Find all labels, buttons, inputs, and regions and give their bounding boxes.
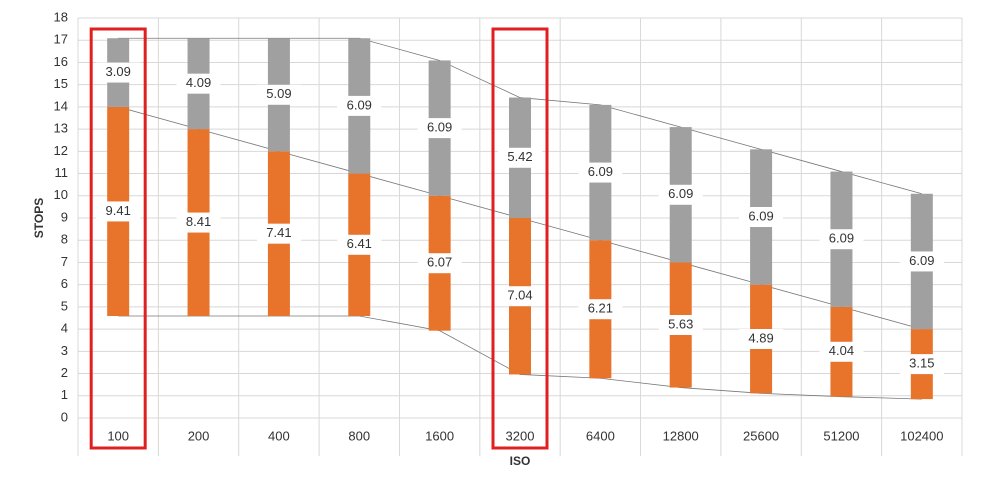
y-tick-label: 10 [54,187,68,202]
x-tick-label: 3200 [506,428,535,443]
value-label: 6.09 [668,186,693,201]
y-tick-label: 4 [61,321,68,336]
y-tick-label: 6 [61,276,68,291]
value-label: 6.09 [347,97,372,112]
y-tick-label: 8 [61,232,68,247]
value-label: 4.09 [186,75,211,90]
value-label-box [176,212,221,233]
value-label: 6.09 [829,231,854,246]
x-tick-label: 25600 [743,428,779,443]
value-label: 5.63 [668,316,693,331]
value-label: 9.41 [106,203,131,218]
value-label-box [96,62,141,83]
value-label: 4.04 [829,343,854,358]
value-label-box [256,84,301,105]
y-tick-label: 18 [54,9,68,24]
value-label-box [739,329,784,349]
value-label-box [337,95,382,116]
value-label: 7.41 [266,225,291,240]
value-label-box [96,201,141,222]
y-tick-label: 3 [61,343,68,358]
value-label: 6.21 [588,301,613,316]
value-label-box [739,207,784,227]
x-tick-label: 200 [188,428,210,443]
value-label: 8.41 [186,214,211,229]
value-label: 3.09 [106,64,131,79]
value-label: 4.89 [748,330,773,345]
value-label: 6.09 [748,208,773,223]
value-label-box [417,253,462,274]
x-tick-label: 1600 [425,428,454,443]
x-tick-label: 400 [268,428,290,443]
value-label-box [417,118,462,139]
value-label-box [176,73,221,94]
y-tick-label: 12 [54,143,68,158]
highlight-box [491,27,549,450]
x-tick-label: 100 [107,428,129,443]
x-tick-label: 102400 [900,428,943,443]
value-label-box [256,223,301,244]
x-tick-label: 6400 [586,428,615,443]
y-tick-label: 1 [61,387,68,402]
y-tick-label: 7 [61,254,68,269]
value-label: 6.09 [909,253,934,268]
highlight-box [89,27,147,450]
x-axis-title: ISO [510,454,531,468]
value-label: 5.42 [507,149,532,164]
x-tick-label: 12800 [663,428,699,443]
value-label: 5.09 [266,86,291,101]
y-tick-label: 2 [61,365,68,380]
value-label-box [578,299,623,320]
x-tick-label: 51200 [823,428,859,443]
y-tick-label: 11 [55,165,69,180]
y-tick-label: 17 [54,32,68,47]
y-tick-label: 14 [54,98,68,113]
value-label: 6.09 [588,164,613,179]
y-tick-label: 15 [54,76,68,91]
x-tick-label: 800 [348,428,370,443]
y-tick-label: 13 [54,121,68,136]
value-label-box [578,162,623,183]
value-label-box [899,251,944,272]
value-label-box [658,184,703,205]
y-tick-label: 9 [61,209,68,224]
y-tick-label: 5 [61,298,68,313]
y-axis-title: STOPS [32,198,46,238]
value-label: 6.07 [427,255,452,270]
value-label: 6.09 [427,120,452,135]
value-label-box [819,341,864,362]
y-tick-label: 16 [54,54,68,69]
y-tick-label: 0 [61,409,68,424]
value-label-box [819,229,864,250]
value-label-box [498,147,542,168]
value-label: 7.04 [507,288,532,303]
value-label-box [337,234,382,255]
value-label-box [658,315,703,335]
value-label-box [899,354,944,375]
value-label-box [498,286,542,307]
value-label: 6.41 [347,236,372,251]
value-label: 3.15 [909,356,934,371]
